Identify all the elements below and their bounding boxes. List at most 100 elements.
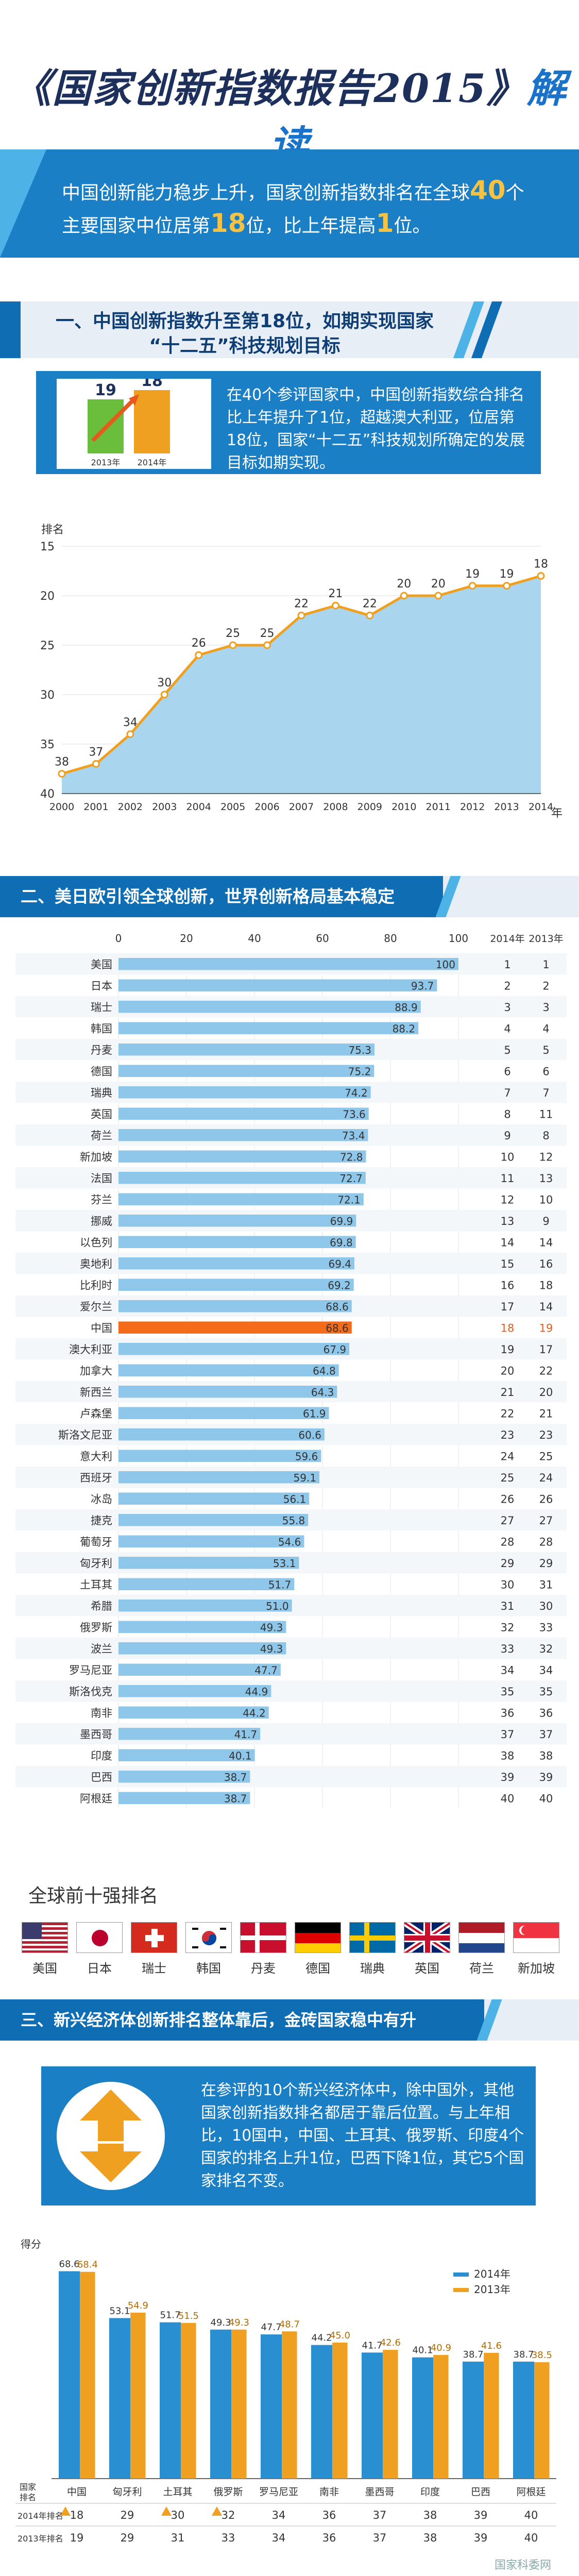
flag-usa-icon [22, 1922, 68, 1953]
hbar-bar [118, 1578, 295, 1590]
hbar-bar [118, 1685, 271, 1697]
line-chart-data-label: 20 [397, 578, 411, 591]
hbar-xtick: 40 [248, 932, 261, 945]
emerging-bar-2014 [109, 2318, 131, 2479]
hbar-rank-2014: 31 [501, 1600, 515, 1612]
intro-l2-pre: 主要国家中位居第 [62, 215, 211, 237]
emerging-bar-2013 [181, 2322, 196, 2479]
hbar-rank-2014: 11 [501, 1172, 515, 1185]
emerging-bar-2014 [311, 2345, 333, 2479]
hbar-value-label: 53.1 [273, 1557, 296, 1570]
hbar-col-2014: 2014年 [490, 933, 524, 945]
hbar-value-label: 51.7 [268, 1578, 292, 1591]
hbar-rank-2014: 29 [501, 1557, 515, 1570]
hbar-value-label: 74.2 [345, 1087, 368, 1099]
flag-label-uk: 英国 [415, 1961, 439, 1976]
flag-label-singapore: 新加坡 [518, 1961, 555, 1976]
hbar-rank-2013: 14 [539, 1236, 553, 1249]
emerging-legend-2013: 2013年 [474, 2283, 510, 2296]
emerging-rank-2013: 37 [373, 2532, 387, 2544]
rank-trend-chart: 排名 年 15 20 25 30 35 40 38 2000 37 2001 34 2002 30 200… [40, 524, 563, 820]
line-chart-ytick: 25 [40, 639, 55, 652]
hbar-bar [118, 958, 458, 970]
hbar-bar [118, 1129, 368, 1141]
section1-text: 在40个参评国家中，中国创新指数综合排名比上年提升了1位，超越澳大利亚，位居第1… [227, 386, 525, 472]
hbar-country-label: 中国 [91, 1322, 112, 1334]
section3-heading: 三、新兴经济体创新排名整体靠后，金砖国家稳中有升 [21, 2010, 417, 2030]
emerging-label-2013: 42.6 [380, 2337, 401, 2348]
mini-year-2013: 2013年 [91, 458, 121, 467]
hbar-col-2013: 2013年 [529, 933, 563, 945]
flag-label-netherlands: 荷兰 [469, 1961, 494, 1976]
hbar-bar [118, 1600, 292, 1612]
hbar-bar [118, 1065, 374, 1077]
hbar-rank-2014: 14 [501, 1236, 515, 1249]
hbar-value-label: 38.7 [224, 1771, 247, 1783]
hbar-value-label: 59.6 [295, 1450, 318, 1462]
hbar-country-label: 比利时 [80, 1279, 112, 1291]
flag-usa-graphic [22, 1923, 67, 1952]
hbar-bar [118, 1728, 261, 1740]
hbar-rank-2014: 33 [501, 1643, 515, 1655]
line-chart-data-label: 18 [534, 558, 548, 571]
hbar-xtick: 100 [449, 932, 468, 945]
hbar-country-label: 日本 [91, 980, 112, 992]
title-area [0, 0, 579, 170]
line-chart-data-label: 30 [157, 677, 172, 689]
hbar-value-label: 93.7 [411, 980, 434, 992]
emerging-rank-2013: 19 [70, 2532, 84, 2544]
emerging-rank-2014: 29 [121, 2509, 134, 2521]
top10-flags: 美国 日本 瑞士 韩国 丹麦 德国 瑞典 英国 荷兰 新加坡 [0, 1912, 579, 1979]
hbar-value-label: 73.4 [342, 1130, 365, 1142]
emerging-category-label: 墨西哥 [365, 2486, 394, 2498]
flag-label-korea: 韩国 [196, 1961, 221, 1976]
emerging-category-label: 中国 [67, 2486, 87, 2498]
hbar-rank-2014: 28 [501, 1536, 515, 1548]
hbar-rank-2013: 16 [539, 1258, 553, 1270]
line-chart-data-label: 37 [89, 746, 103, 759]
hbar-country-label: 英国 [91, 1108, 112, 1120]
hbar-rank-2013: 23 [539, 1429, 553, 1441]
hbar-bar [118, 1236, 356, 1248]
hbar-row-bg [15, 1638, 567, 1659]
hbar-bar [118, 1321, 352, 1334]
flag-sweden-graphic [350, 1923, 395, 1952]
hbar-bar [118, 979, 437, 991]
mini-rank-chart: 19 18 2013年 2014年 [57, 379, 211, 469]
emerging-legend-2014: 2014年 [474, 2268, 510, 2280]
emerging-label-2014: 44.2 [312, 2333, 332, 2344]
hbar-value-label: 47.7 [254, 1664, 278, 1676]
hbar-country-label: 荷兰 [91, 1130, 112, 1142]
hbar-rank-2013: 12 [539, 1151, 553, 1163]
emerging-category-label: 巴西 [471, 2486, 490, 2498]
hbar-rank-2014: 20 [501, 1365, 515, 1377]
hbar-xtick: 80 [384, 932, 397, 945]
hbar-rank-2013: 1 [542, 958, 549, 971]
line-chart-point [160, 691, 168, 699]
hbar-country-label: 加拿大 [80, 1365, 112, 1377]
line-chart-xtick: 2014 [529, 801, 553, 813]
line-chart-xtick: 2006 [254, 801, 279, 813]
hbar-rank-2013: 21 [539, 1407, 553, 1420]
hbar-value-label: 68.6 [326, 1301, 349, 1313]
hbar-rank-2013: 19 [539, 1322, 553, 1334]
line-chart-point [331, 601, 339, 610]
hbar-rank-2013: 38 [539, 1749, 553, 1762]
hbar-country-label: 芬兰 [91, 1193, 112, 1206]
hbar-bar [118, 1642, 286, 1655]
intro-up: 1 [376, 208, 394, 238]
hbar-bar [118, 1172, 366, 1184]
line-chart-xtick: 2005 [220, 801, 245, 813]
hbar-rank-2013: 8 [542, 1130, 549, 1142]
emerging-category-label: 匈牙利 [112, 2486, 142, 2498]
hbar-value-label: 41.7 [234, 1728, 258, 1741]
emerging-ylabel: 得分 [21, 2238, 41, 2250]
hbar-country-label: 德国 [91, 1065, 112, 1077]
hbar-rank-2014: 40 [501, 1792, 515, 1805]
hbar-rank-2014: 39 [501, 1771, 515, 1783]
section1-header-tab [0, 301, 21, 358]
hbar-bar [118, 1557, 299, 1569]
hbar-rank-2013: 36 [539, 1707, 553, 1719]
section1-heading: 一、中国创新指数升至第18位，如期实现国家 “十二五”科技规划目标 [31, 309, 458, 359]
title-year: 2015》 [373, 65, 527, 111]
